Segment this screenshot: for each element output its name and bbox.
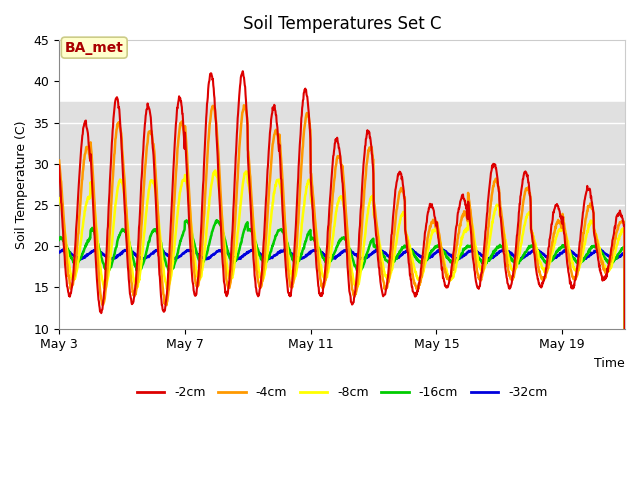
Title: Soil Temperatures Set C: Soil Temperatures Set C	[243, 15, 442, 33]
Y-axis label: Soil Temperature (C): Soil Temperature (C)	[15, 120, 28, 249]
Legend: -2cm, -4cm, -8cm, -16cm, -32cm: -2cm, -4cm, -8cm, -16cm, -32cm	[132, 381, 552, 404]
Text: BA_met: BA_met	[65, 41, 124, 55]
Text: Time: Time	[595, 358, 625, 371]
Bar	[59, 102, 625, 267]
